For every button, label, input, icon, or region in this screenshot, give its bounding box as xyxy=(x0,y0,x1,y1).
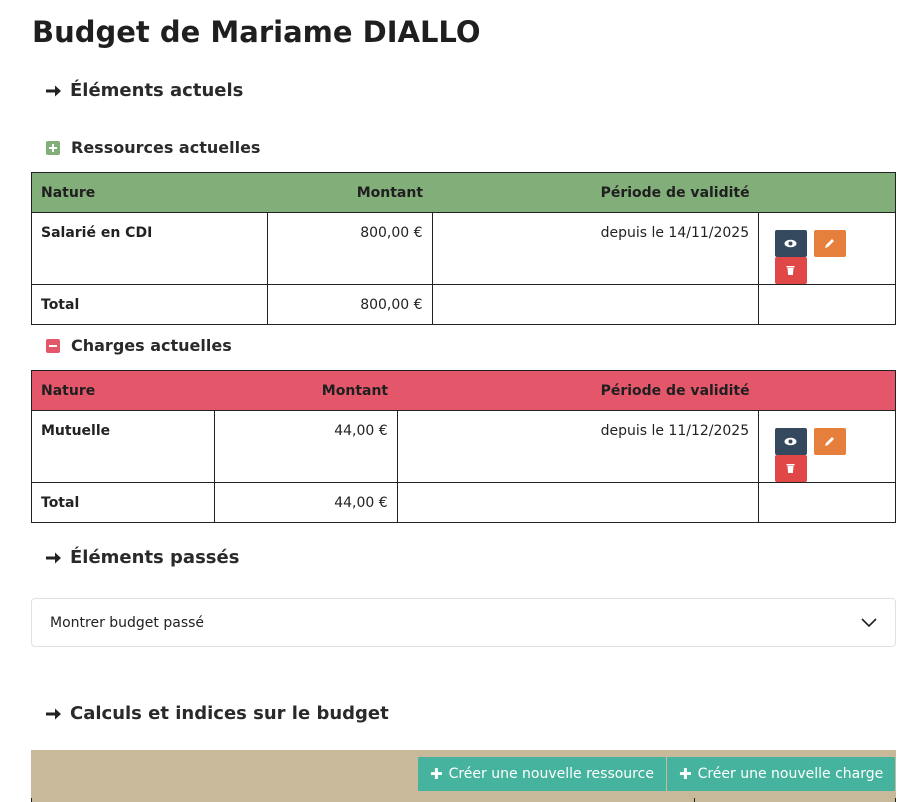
edit-button[interactable] xyxy=(813,230,846,257)
new-resource-button[interactable]: ✚ Créer une nouvelle ressource xyxy=(418,757,666,791)
chevron-down-icon xyxy=(861,617,877,627)
plus-icon: ✚ xyxy=(679,765,692,783)
edit-button[interactable] xyxy=(813,428,846,455)
cell-actions xyxy=(758,212,896,285)
resources-table: Nature Montant Période de validité Salar… xyxy=(31,172,896,325)
cell-total-value: 44,00 € xyxy=(213,482,398,523)
eye-icon xyxy=(784,437,797,446)
charges-heading-label: Charges actuelles xyxy=(71,336,232,355)
pencil-icon xyxy=(824,437,834,446)
budget-toolbar: ✚ Créer une nouvelle ressource ✚ Créer u… xyxy=(31,750,896,802)
cell-empty xyxy=(396,482,760,523)
view-button[interactable] xyxy=(775,428,808,455)
new-charge-label: Créer une nouvelle charge xyxy=(697,766,884,782)
cell-total-label: Total xyxy=(31,482,215,523)
cell-empty xyxy=(431,284,760,325)
resources-heading: Ressources actuelles xyxy=(46,138,260,157)
delete-button[interactable] xyxy=(775,257,808,284)
table-edge xyxy=(694,798,695,802)
cell-montant: 800,00 € xyxy=(266,212,433,285)
trash-icon xyxy=(786,464,795,473)
arrow-right-icon xyxy=(46,708,61,719)
plus-square-icon xyxy=(46,140,60,155)
charges-table: Nature Montant Période de validité Mutue… xyxy=(31,370,896,523)
cell-nature: Mutuelle xyxy=(31,410,215,483)
cell-total-label: Total xyxy=(31,284,268,325)
page-title: Budget de Mariame DIALLO xyxy=(32,15,481,49)
col-periode: Période de validité xyxy=(600,382,750,399)
eye-icon xyxy=(784,239,797,248)
table-row-total: Total 800,00 € xyxy=(31,284,896,325)
cell-montant: 44,00 € xyxy=(213,410,398,483)
arrow-right-icon xyxy=(46,85,61,96)
section-heading-calculs-label: Calculs et indices sur le budget xyxy=(70,703,389,724)
delete-button[interactable] xyxy=(775,455,808,482)
charges-heading: Charges actuelles xyxy=(46,336,232,355)
table-row-total: Total 44,00 € xyxy=(31,482,896,523)
table-edge xyxy=(31,798,896,802)
cell-actions xyxy=(758,410,896,483)
section-heading-current: Éléments actuels xyxy=(44,80,243,101)
col-periode: Période de validité xyxy=(600,184,750,201)
accordion-label: Montrer budget passé xyxy=(50,614,205,631)
cell-total-value: 800,00 € xyxy=(266,284,433,325)
pencil-icon xyxy=(824,239,834,248)
arrow-right-icon xyxy=(46,552,61,563)
view-button[interactable] xyxy=(775,230,808,257)
table-row: Salarié en CDI 800,00 € depuis le 14/11/… xyxy=(31,212,896,285)
cell-nature: Salarié en CDI xyxy=(31,212,268,285)
cell-empty xyxy=(758,284,896,325)
trash-icon xyxy=(786,266,795,275)
charges-table-header: Nature Montant Période de validité xyxy=(31,370,896,411)
table-row: Mutuelle 44,00 € depuis le 11/12/2025 xyxy=(31,410,896,483)
section-heading-past-label: Éléments passés xyxy=(70,547,240,568)
cell-periode: depuis le 11/12/2025 xyxy=(396,410,760,483)
new-resource-label: Créer une nouvelle ressource xyxy=(448,766,654,782)
new-charge-button[interactable]: ✚ Créer une nouvelle charge xyxy=(667,757,896,791)
col-actions xyxy=(759,371,896,411)
resources-heading-label: Ressources actuelles xyxy=(71,138,261,157)
col-montant: Montant xyxy=(356,184,424,201)
resources-table-header: Nature Montant Période de validité xyxy=(31,172,896,213)
col-nature: Nature xyxy=(41,184,96,201)
past-budget-accordion[interactable]: Montrer budget passé xyxy=(31,598,896,647)
plus-icon: ✚ xyxy=(430,765,443,783)
col-nature: Nature xyxy=(41,382,96,399)
cell-periode: depuis le 14/11/2025 xyxy=(431,212,760,285)
cell-empty xyxy=(758,482,896,523)
section-heading-current-label: Éléments actuels xyxy=(70,80,244,101)
minus-square-icon xyxy=(46,338,60,353)
section-heading-past: Éléments passés xyxy=(44,547,239,568)
col-actions xyxy=(759,173,896,213)
col-montant: Montant xyxy=(321,382,389,399)
section-heading-calculs: Calculs et indices sur le budget xyxy=(44,703,389,724)
